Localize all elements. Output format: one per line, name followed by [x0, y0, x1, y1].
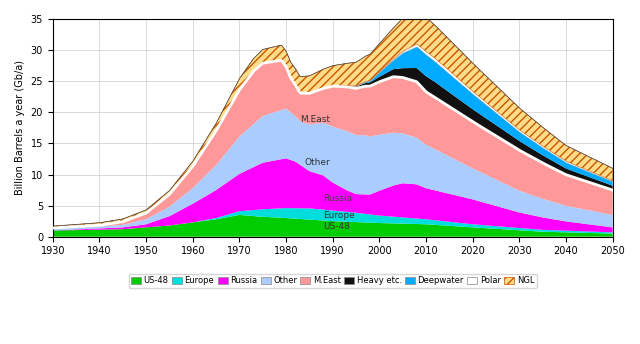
Text: Europe: Europe [323, 211, 355, 220]
Text: Other: Other [305, 158, 330, 167]
Text: US-48: US-48 [323, 222, 350, 230]
Text: M.East: M.East [300, 115, 330, 123]
Legend: US-48, Europe, Russia, Other, M.East, Heavy etc., Deepwater, Polar, NGL: US-48, Europe, Russia, Other, M.East, He… [129, 273, 537, 288]
Y-axis label: Billion Barrels a year (Gb/a): Billion Barrels a year (Gb/a) [15, 60, 25, 195]
Text: Russia: Russia [323, 194, 353, 203]
